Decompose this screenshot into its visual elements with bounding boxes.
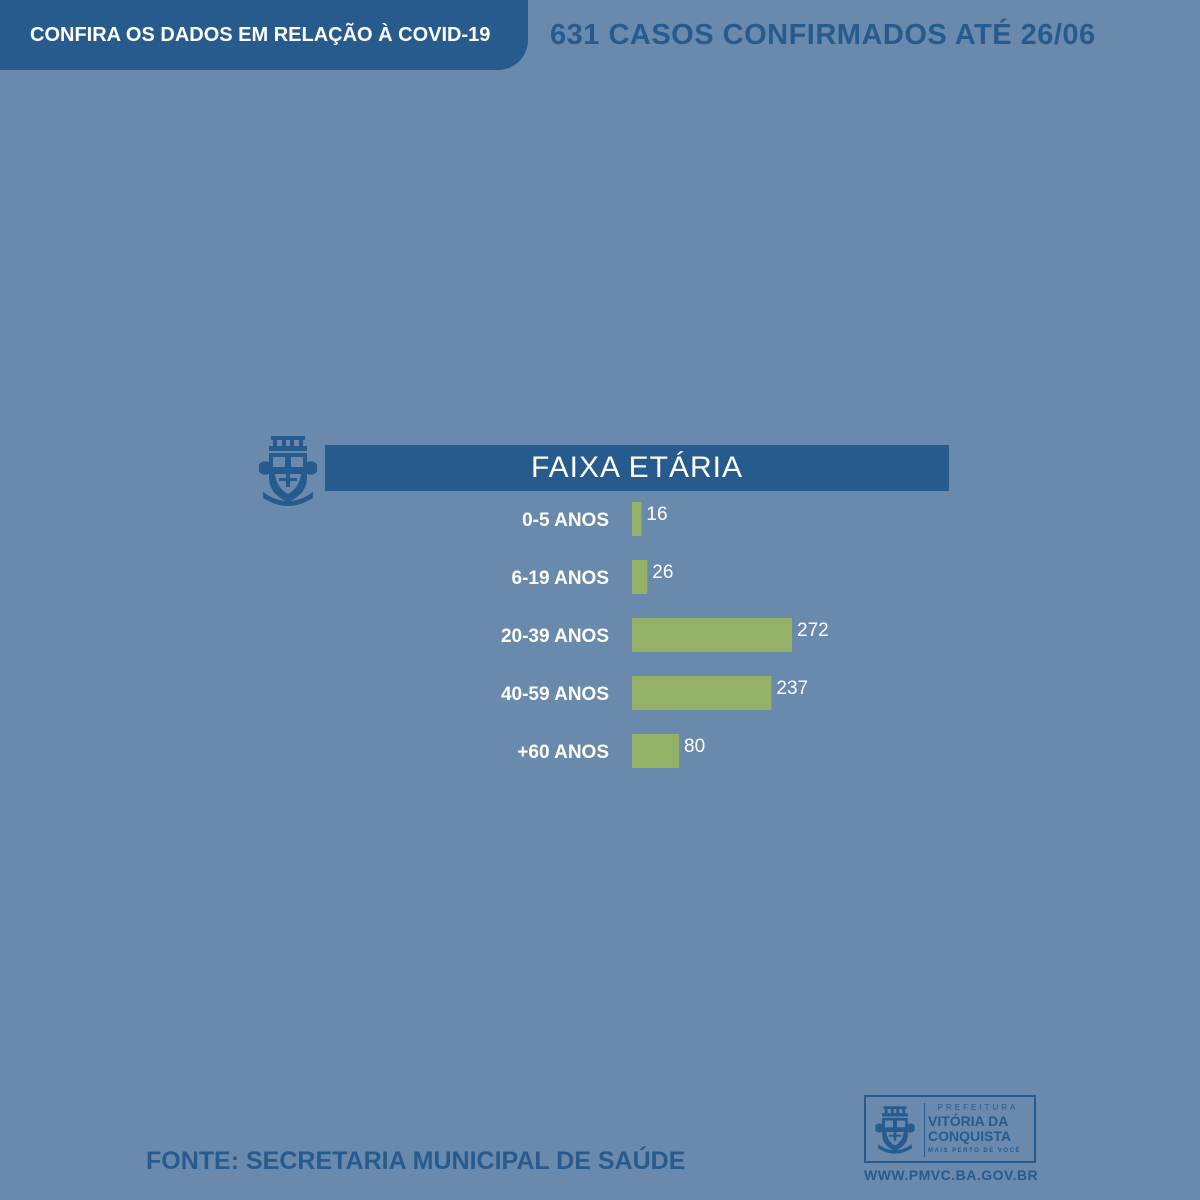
- bar-60-anos: [632, 734, 680, 768]
- category-label-60-anos: +60 ANOS: [517, 742, 609, 763]
- logo-name-line2: CONQUISTA: [928, 1128, 1011, 1144]
- website-link[interactable]: WWW.PMVC.BA.GOV.BR: [864, 1167, 1039, 1183]
- bar-40-59-anos: [632, 676, 772, 710]
- value-label-6-19-anos: 26: [652, 562, 673, 583]
- value-label-0-5-anos: 16: [646, 504, 667, 525]
- age-bar-chart: 0-5 ANOS 16 6-19 ANOS 26 20-39 ANOS 272 40-59 …: [420, 495, 940, 785]
- category-label-6-19-anos: 6-19 ANOS: [512, 568, 610, 589]
- bar-6-19-anos: [632, 560, 648, 594]
- category-label-0-5-anos: 0-5 ANOS: [522, 510, 609, 531]
- source-text: FONTE: SECRETARIA MUNICIPAL DE SAÚDE: [146, 1147, 686, 1175]
- category-label-20-39-anos: 20-39 ANOS: [501, 626, 609, 647]
- value-label-20-39-anos: 272: [797, 620, 829, 641]
- logo-name: VITÓRIA DA CONQUISTA: [928, 1114, 1032, 1144]
- logo-divider: [924, 1103, 925, 1157]
- headline: 631 CASOS CONFIRMADOS ATÉ 26/06: [550, 19, 1096, 51]
- top-banner: CONFIRA OS DADOS EM RELAÇÃO À COVID-19: [0, 0, 528, 70]
- banner-text: CONFIRA OS DADOS EM RELAÇÃO À COVID-19: [30, 23, 491, 46]
- coat-of-arms-icon: [259, 436, 317, 506]
- logo-prefix: PREFEITURA: [937, 1103, 1019, 1112]
- city-hall-logo: PREFEITURA VITÓRIA DA CONQUISTA MAIS PER…: [864, 1095, 1036, 1163]
- chart-title: FAIXA ETÁRIA: [325, 445, 949, 491]
- coat-of-arms-icon: [875, 1106, 915, 1154]
- category-label-40-59-anos: 40-59 ANOS: [501, 684, 609, 705]
- bar-20-39-anos: [632, 618, 792, 652]
- chart-svg: 0-5 ANOS 16 6-19 ANOS 26 20-39 ANOS 272 40-59 …: [501, 502, 829, 768]
- logo-name-line1: VITÓRIA DA: [928, 1113, 1009, 1129]
- value-label-40-59-anos: 237: [776, 678, 808, 699]
- value-label-60-anos: 80: [684, 736, 705, 757]
- logo-tagline: MAIS PERTO DE VOCÊ: [928, 1148, 1021, 1154]
- bar-0-5-anos: [632, 502, 642, 536]
